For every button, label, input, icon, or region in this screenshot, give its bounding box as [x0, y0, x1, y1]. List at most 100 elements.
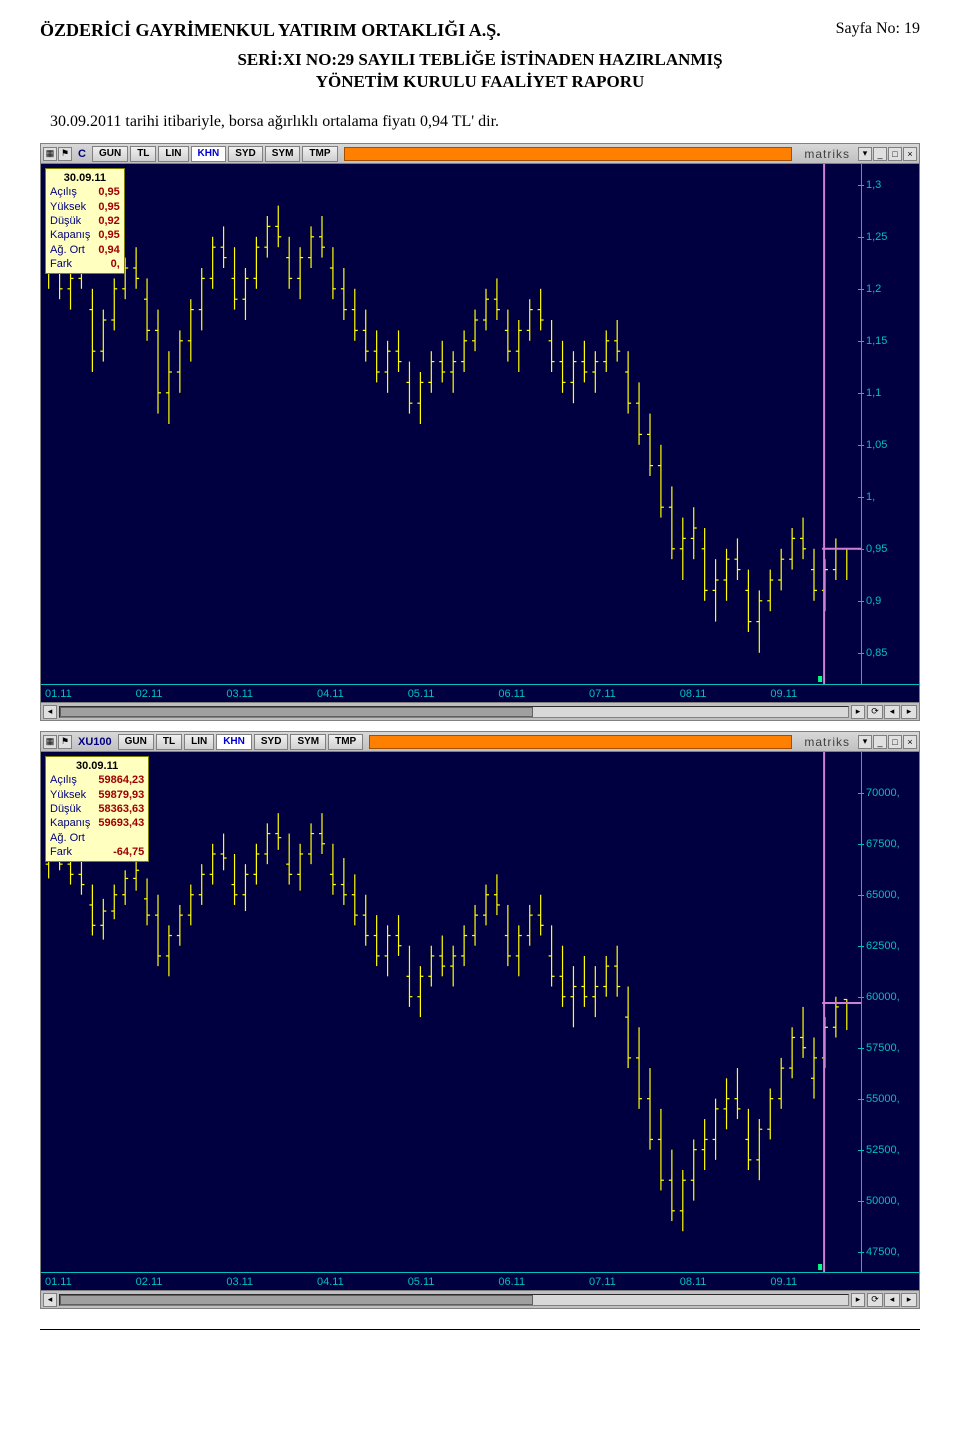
- xtick: 03.11: [226, 688, 317, 700]
- ytick: 70000,: [866, 787, 900, 799]
- ytick: 52500,: [866, 1144, 900, 1156]
- chart2-yaxis: 70000, 67500, 65000, 62500, 60000, 57500, 5500…: [861, 752, 919, 1272]
- chart1-xaxis: 01.1102.1103.1104.1105.1106.1107.1108.11…: [41, 684, 919, 702]
- xtick: 02.11: [136, 688, 227, 700]
- toolbar-btn-tl[interactable]: TL: [156, 734, 182, 750]
- scroll-right-icon[interactable]: ▸: [851, 705, 865, 719]
- ytick: 60000,: [866, 991, 900, 1003]
- close-icon[interactable]: ×: [903, 147, 917, 161]
- toolbar-btn-sym[interactable]: SYM: [290, 734, 326, 750]
- scroll-left-icon[interactable]: ◂: [43, 705, 57, 719]
- toolbar-btn-lin[interactable]: LIN: [184, 734, 214, 750]
- chart2-symbol: XU100: [74, 736, 116, 748]
- scroll-track[interactable]: [59, 1294, 849, 1306]
- ytick: 1,25: [866, 231, 887, 243]
- chart1-body: 30.09.11Açılış0,95Yüksek0,95Düşük0,92Kap…: [41, 164, 919, 684]
- xtick: 09.11: [770, 1276, 861, 1288]
- chart-window-2: ▦ ⚑ XU100 GUNTLLINKHNSYDSYMTMP matriks ▾…: [40, 731, 920, 1309]
- ytick: 1,15: [866, 335, 887, 347]
- chart1-yaxis: 1,3 1,25 1,2 1,15 1,1 1,05 1, 0,95 0,9 0,85: [861, 164, 919, 684]
- toolbar-btn-tmp[interactable]: TMP: [302, 146, 337, 162]
- xtick: 07.11: [589, 1276, 680, 1288]
- chart2-xaxis: 01.1102.1103.1104.1105.1106.1107.1108.11…: [41, 1272, 919, 1290]
- ytick: 1,1: [866, 387, 881, 399]
- toolbar-btn-khn[interactable]: KHN: [191, 146, 227, 162]
- toolbar-btn-tmp[interactable]: TMP: [328, 734, 363, 750]
- toolbar-btn-syd[interactable]: SYD: [228, 146, 263, 162]
- chart-icon[interactable]: ▦: [43, 735, 57, 749]
- intro-text: 30.09.2011 tarihi itibariyle, borsa ağır…: [50, 113, 920, 131]
- page-number: Sayfa No: 19: [836, 20, 920, 38]
- toolbar-btn-sym[interactable]: SYM: [265, 146, 301, 162]
- ytick: 47500,: [866, 1246, 900, 1258]
- ytick: 62500,: [866, 940, 900, 952]
- xtick: 06.11: [498, 1276, 589, 1288]
- toolbar-btn-gun[interactable]: GUN: [92, 146, 128, 162]
- ytick: 0,85: [866, 647, 887, 659]
- step-back-icon[interactable]: ◂: [884, 1293, 900, 1307]
- xtick: 05.11: [408, 688, 499, 700]
- chart1-symbol: C: [74, 148, 90, 160]
- flag-icon[interactable]: ⚑: [58, 735, 72, 749]
- close-icon[interactable]: ×: [903, 735, 917, 749]
- refresh-icon[interactable]: ⟳: [867, 705, 883, 719]
- brand-label: matriks: [798, 147, 856, 161]
- footer-rule: [40, 1329, 920, 1330]
- toolbar-btn-syd[interactable]: SYD: [254, 734, 289, 750]
- company-name: ÖZDERİCİ GAYRİMENKUL YATIRIM ORTAKLIĞI A…: [40, 20, 501, 41]
- subtitle-line2: YÖNETİM KURULU FAALİYET RAPORU: [40, 71, 920, 93]
- xtick: 04.11: [317, 688, 408, 700]
- xtick: 01.11: [45, 688, 136, 700]
- maximize-icon[interactable]: □: [888, 735, 902, 749]
- minimize-icon[interactable]: _: [873, 147, 887, 161]
- dropdown-icon[interactable]: ▾: [858, 735, 872, 749]
- toolbar-btn-khn[interactable]: KHN: [216, 734, 252, 750]
- toolbar-btn-tl[interactable]: TL: [130, 146, 156, 162]
- refresh-icon[interactable]: ⟳: [867, 1293, 883, 1307]
- chart1-scrollbar: ◂ ▸ ⟳ ◂ ▸: [41, 702, 919, 720]
- ytick: 1,3: [866, 179, 881, 191]
- xtick: 01.11: [45, 1276, 136, 1288]
- xtick: 05.11: [408, 1276, 499, 1288]
- ytick: 55000,: [866, 1093, 900, 1105]
- toolbar-btn-lin[interactable]: LIN: [158, 146, 188, 162]
- subtitle-line1: SERİ:XI NO:29 SAYILI TEBLİĞE İSTİNADEN H…: [40, 49, 920, 71]
- ytick: 65000,: [866, 889, 900, 901]
- scroll-track[interactable]: [59, 706, 849, 718]
- ytick: 67500,: [866, 838, 900, 850]
- ytick: 57500,: [866, 1042, 900, 1054]
- xtick: 08.11: [680, 688, 771, 700]
- flag-icon[interactable]: ⚑: [58, 147, 72, 161]
- scroll-left-icon[interactable]: ◂: [43, 1293, 57, 1307]
- chart-window-1: ▦ ⚑ C GUNTLLINKHNSYDSYMTMP matriks ▾ _ □…: [40, 143, 920, 721]
- chart2-scrollbar: ◂ ▸ ⟳ ◂ ▸: [41, 1290, 919, 1308]
- chart1-ohlc-box: 30.09.11Açılış0,95Yüksek0,95Düşük0,92Kap…: [45, 168, 125, 274]
- dropdown-icon[interactable]: ▾: [858, 147, 872, 161]
- chart-icon[interactable]: ▦: [43, 147, 57, 161]
- minimize-icon[interactable]: _: [873, 735, 887, 749]
- scroll-right-icon[interactable]: ▸: [851, 1293, 865, 1307]
- chart2-plot[interactable]: 30.09.11Açılış59864,23Yüksek59879,93Düşü…: [41, 752, 861, 1272]
- xtick: 09.11: [770, 688, 861, 700]
- chart2-body: 30.09.11Açılış59864,23Yüksek59879,93Düşü…: [41, 752, 919, 1272]
- toolbar-btn-gun[interactable]: GUN: [118, 734, 154, 750]
- brand-label: matriks: [798, 735, 856, 749]
- step-fwd-icon[interactable]: ▸: [901, 705, 917, 719]
- ytick: 50000,: [866, 1195, 900, 1207]
- maximize-icon[interactable]: □: [888, 147, 902, 161]
- step-back-icon[interactable]: ◂: [884, 705, 900, 719]
- step-fwd-icon[interactable]: ▸: [901, 1293, 917, 1307]
- ytick: 1,05: [866, 439, 887, 451]
- ytick: 0,95: [866, 543, 887, 555]
- xtick: 02.11: [136, 1276, 227, 1288]
- xtick: 04.11: [317, 1276, 408, 1288]
- xtick: 06.11: [498, 688, 589, 700]
- toolbar-strip: [344, 147, 793, 161]
- ytick: 1,2: [866, 283, 881, 295]
- chart2-ohlc-box: 30.09.11Açılış59864,23Yüksek59879,93Düşü…: [45, 756, 149, 862]
- ytick: 1,: [866, 491, 875, 503]
- chart1-plot[interactable]: 30.09.11Açılış0,95Yüksek0,95Düşük0,92Kap…: [41, 164, 861, 684]
- xtick: 08.11: [680, 1276, 771, 1288]
- ytick: 0,9: [866, 595, 881, 607]
- xtick: 03.11: [226, 1276, 317, 1288]
